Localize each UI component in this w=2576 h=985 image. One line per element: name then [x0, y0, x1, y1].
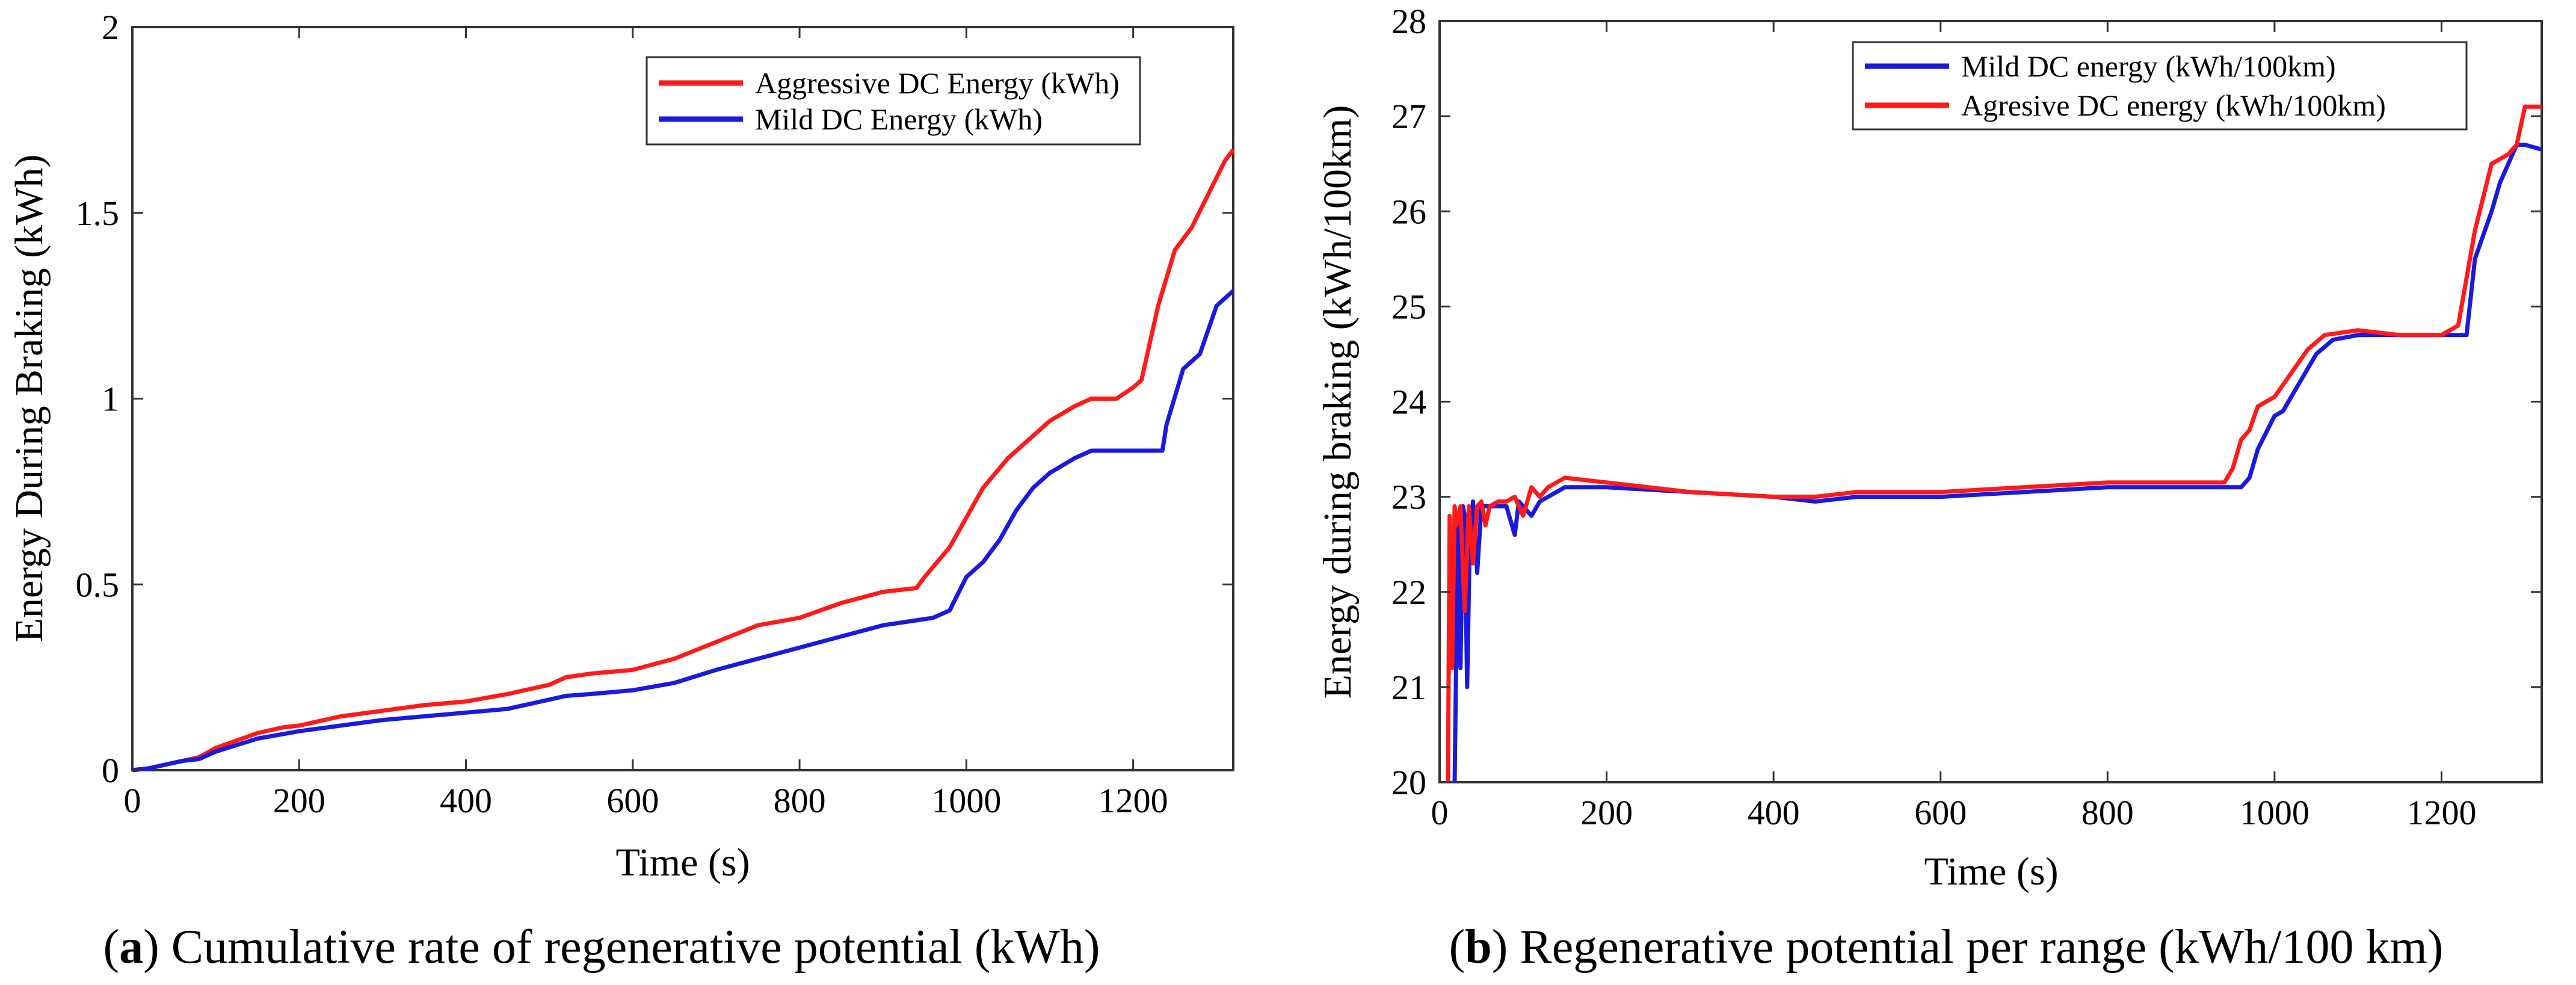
legend-label-mild-b: Mild DC energy (kWh/100km): [1961, 49, 2336, 83]
legend-b: Mild DC energy (kWh/100km) Agresive DC e…: [1852, 41, 2468, 131]
y-tick-label-b: 20: [1391, 763, 1426, 802]
y-tick-label-a: 2: [102, 8, 119, 47]
series-layer-a: [132, 148, 1235, 773]
y-tick-label-a: 0.5: [76, 565, 120, 604]
plot-area-a: [131, 26, 1234, 771]
x-tick-label-a: 1000: [931, 781, 1001, 820]
series-line-aggressive-b: [1446, 104, 2542, 783]
y-tick-label-b: 21: [1391, 668, 1426, 707]
x-tick-label-b: 600: [1914, 793, 1967, 832]
y-tick-label-b: 26: [1391, 192, 1426, 231]
x-axis-label-b: Time (s): [1924, 850, 2058, 894]
y-tick-label-b: 22: [1391, 573, 1426, 612]
y-tick-label-b: 24: [1391, 383, 1426, 422]
y-tick-label-b: 25: [1391, 287, 1426, 326]
ticks-layer-a: 0 200 400 600 800 1000 1200 0 0.5 1 1.5 2: [76, 8, 1233, 820]
x-tick-label-a: 800: [774, 781, 826, 820]
x-tick-label-b: 200: [1580, 793, 1633, 832]
legend-label-aggressive-a: Aggressive DC Energy (kWh): [755, 66, 1120, 100]
x-tick-label-a: 0: [124, 781, 141, 820]
legend-label-mild-a: Mild DC Energy (kWh): [755, 102, 1043, 136]
y-tick-label-b: 23: [1391, 478, 1426, 517]
y-tick-label-b: 27: [1391, 97, 1426, 136]
chart-panel-b: 0 200 400 600 800 1000 1200202122232425262728 …: [1316, 2, 2543, 894]
x-tick-label-a: 400: [440, 781, 492, 820]
series-line-aggressive-a: [132, 148, 1235, 773]
x-tick-label-b: 1200: [2406, 793, 2476, 832]
x-tick-label-b: 800: [2081, 793, 2134, 832]
y-tick-label-b: 28: [1391, 2, 1426, 41]
legend-box-a: [646, 56, 1141, 146]
legend-box-b: [1852, 41, 2468, 131]
x-tick-label-a: 200: [273, 781, 325, 820]
legend-label-aggressive-b: Agresive DC energy (kWh/100km): [1961, 88, 2386, 122]
x-axis-label-a: Time (s): [615, 841, 750, 885]
x-tick-label-a: 1200: [1098, 781, 1168, 820]
x-tick-label-b: 400: [1748, 793, 1800, 832]
series-line-mild-a: [132, 289, 1235, 773]
y-axis-label-b: Energy during braking (kWh/100km): [1316, 105, 1360, 699]
series-layer-b: [1446, 104, 2542, 783]
y-axis-label-a: Energy During Braking (kWh): [7, 155, 51, 643]
y-tick-label-a: 1.5: [76, 194, 120, 233]
y-tick-label-a: 1: [102, 380, 119, 419]
y-tick-label-a: 0: [102, 751, 119, 790]
ticks-layer-b: 0 200 400 600 800 1000 1200 20 21 22 23 24 25 26 27 28: [1391, 2, 2542, 832]
x-tick-label-b: 1000: [2240, 793, 2309, 832]
x-tick-label-b: 0: [1431, 793, 1449, 832]
plot-area-b: [1438, 20, 2543, 783]
legend-a: Aggressive DC Energy (kWh) Mild DC Energ…: [646, 56, 1141, 146]
caption-b: (b) Regenerative potential per range (kW…: [1449, 921, 2444, 974]
x-tick-label-a: 600: [606, 781, 659, 820]
caption-a: (a) Cumulative rate of regenerative pote…: [103, 921, 1100, 974]
